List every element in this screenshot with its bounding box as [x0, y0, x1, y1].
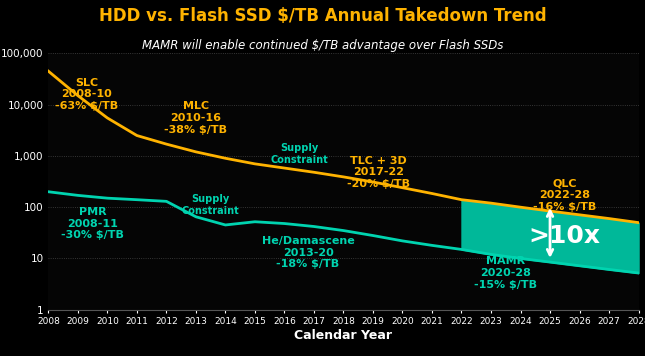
Text: MAMR
2020-28
-15% $/TB: MAMR 2020-28 -15% $/TB [474, 256, 537, 290]
Text: PMR
2008-11
-30% $/TB: PMR 2008-11 -30% $/TB [61, 207, 124, 240]
Text: MLC
2010-16
-38% $/TB: MLC 2010-16 -38% $/TB [164, 101, 228, 135]
Text: MAMR will enable continued $/TB advantage over Flash SSDs: MAMR will enable continued $/TB advantag… [142, 39, 503, 52]
Text: Supply
Constraint: Supply Constraint [270, 143, 328, 164]
Text: SLC
2008-10
-63% $/TB: SLC 2008-10 -63% $/TB [55, 78, 118, 111]
Text: Supply
Constraint: Supply Constraint [182, 194, 239, 216]
Text: HDD vs. Flash SSD $/TB Annual Takedown Trend: HDD vs. Flash SSD $/TB Annual Takedown T… [99, 7, 546, 25]
X-axis label: Calendar Year: Calendar Year [295, 329, 392, 342]
Text: He/Damascene
2013-20
-18% $/TB: He/Damascene 2013-20 -18% $/TB [262, 236, 354, 269]
Text: QLC
2022-28
-16% $/TB: QLC 2022-28 -16% $/TB [533, 179, 597, 212]
Text: >10x: >10x [529, 224, 600, 247]
Text: TLC + 3D
2017-22
-20% $/TB: TLC + 3D 2017-22 -20% $/TB [348, 156, 410, 189]
